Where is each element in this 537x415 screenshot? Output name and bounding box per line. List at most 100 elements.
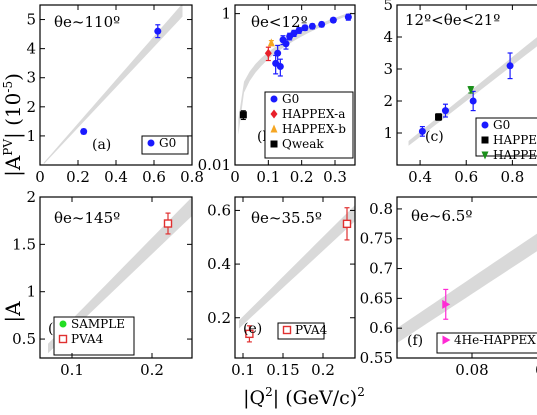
y-tick-label: 0.2 [207, 309, 231, 327]
x-tick-label: 0.1 [256, 168, 280, 186]
legend-marker [59, 320, 67, 328]
panel-angle-label: 12º<θe<21º [405, 11, 500, 29]
legend-marker [481, 151, 489, 160]
legend-marker [282, 325, 292, 335]
panel-frame [234, 196, 356, 359]
panel-angle-label: θe~35.5º [251, 209, 322, 227]
data-point [154, 27, 162, 35]
x-tick-label: 0.4 [408, 168, 432, 186]
y-tick-label: 0.5 [12, 330, 36, 348]
data-point [276, 63, 284, 71]
data-point [80, 128, 88, 136]
x-tick-label: 0 [35, 168, 45, 186]
data-point [274, 49, 282, 57]
data-point [264, 48, 272, 58]
legend-label: G0 [282, 92, 299, 106]
panel-letter-label: (f) [407, 333, 423, 349]
x-tick-label: 0.08 [455, 361, 488, 379]
theory-band [397, 233, 537, 344]
y-tick-label: 0.4 [207, 255, 231, 273]
x-tick-label: 0.6 [142, 168, 166, 186]
data-point [344, 13, 352, 21]
y-tick-label: 2 [26, 188, 36, 206]
y-tick-label: 0.55 [360, 349, 393, 367]
x-tick-label: 0.15 [266, 361, 299, 379]
y-axis-label-top: |APV| (10-5) [1, 73, 26, 177]
panel-frame [39, 196, 193, 359]
legend-label: HAPPEX-a [282, 107, 345, 121]
x-tick-label: 0.1 [231, 361, 255, 379]
legend-label: PVA4 [71, 332, 104, 346]
x-tick-label: 0.2 [140, 361, 164, 379]
legend-marker [442, 335, 451, 345]
y-tick-label: 5 [26, 11, 36, 29]
y-tick-label: 5 [383, 0, 393, 14]
x-tick-label: 0.2 [311, 361, 335, 379]
legend-box [141, 135, 189, 155]
legend-marker [270, 109, 278, 119]
legend-marker [481, 121, 489, 129]
theory-band [43, 5, 183, 165]
data-point [318, 20, 326, 28]
panel-f: θe~6.5º (f) 4He-HAPPEX 0.08 0.1 0.55 0.6 0.65 0.… [360, 196, 537, 379]
data-point [295, 26, 303, 34]
legend-label: PVA4 [295, 323, 328, 337]
data-point [245, 329, 254, 339]
panel-angle-label: θe~145º [54, 209, 120, 227]
x-tick-label: 0.1 [535, 361, 537, 379]
legend-label: HAPPEX [493, 133, 537, 147]
panel-letter-label: (a) [92, 137, 111, 153]
x-tick-label: 0.2 [290, 168, 314, 186]
data-point [506, 62, 514, 70]
y-tick-label: 0.6 [369, 319, 393, 337]
y-tick-label: 3 [383, 60, 393, 78]
panel-angle-label: θe~110º [54, 13, 120, 31]
y-axis-label-bottom: |A [1, 301, 26, 323]
y-tick-label: 2 [26, 98, 36, 116]
y-tick-label: 1 [26, 283, 36, 301]
data-point [282, 40, 290, 48]
panel-letter-label: (e) [243, 321, 262, 337]
theory-band [239, 205, 355, 329]
panel-angle-label: θe~6.5º [411, 207, 472, 225]
panel-angle-label: θe<12º [251, 13, 308, 31]
x-tick-label: 0.8 [500, 168, 524, 186]
legend-box [53, 316, 135, 356]
legend-label: SAMPLE [71, 317, 125, 331]
data-point [308, 22, 316, 30]
x-tick-label: 0.8 [180, 168, 204, 186]
data-point [163, 219, 173, 228]
data-point [301, 24, 309, 32]
data-point [442, 299, 451, 309]
x-tick-label: 0.2 [66, 168, 90, 186]
panel-e: θe~35.5º (e) PVA4 0.1 0.15 0.2 0.2 0.4 0.6 [207, 196, 356, 379]
panel-letter-label: (c) [425, 129, 444, 145]
y-tick-label: 4 [26, 40, 36, 58]
panel-frame [234, 4, 356, 166]
y-tick-label: 1 [383, 124, 393, 142]
plot-area: θe~110º (a) G0 [43, 5, 189, 165]
data-point [329, 16, 337, 24]
legend-label: G0 [159, 136, 176, 150]
y-tick-label: 0.7 [369, 260, 393, 278]
legend-label: HAPPEX-b [282, 122, 346, 136]
theory-band [48, 197, 192, 354]
legend-label: Qweak [282, 137, 324, 151]
legend-label: 4He-HAPPEX [454, 333, 536, 347]
x-axis-label: |Q2| (GeV/c)2 [243, 385, 365, 409]
legend-box [264, 91, 354, 159]
x-tick-label: 0.4 [104, 168, 128, 186]
y-tick-label: 2 [383, 92, 393, 110]
data-point [418, 127, 426, 135]
data-point [435, 113, 443, 121]
plot-area: 12º<θe<21º(c)G0HAPPEXHAPPEX [405, 11, 537, 162]
data-point [441, 107, 449, 115]
legend-marker [58, 334, 68, 344]
legend-marker [270, 95, 278, 103]
y-tick-label: 0.75 [360, 230, 393, 248]
y-tick-label: 1.5 [12, 235, 36, 253]
legend-marker [481, 136, 489, 144]
panel-frame [396, 4, 537, 166]
